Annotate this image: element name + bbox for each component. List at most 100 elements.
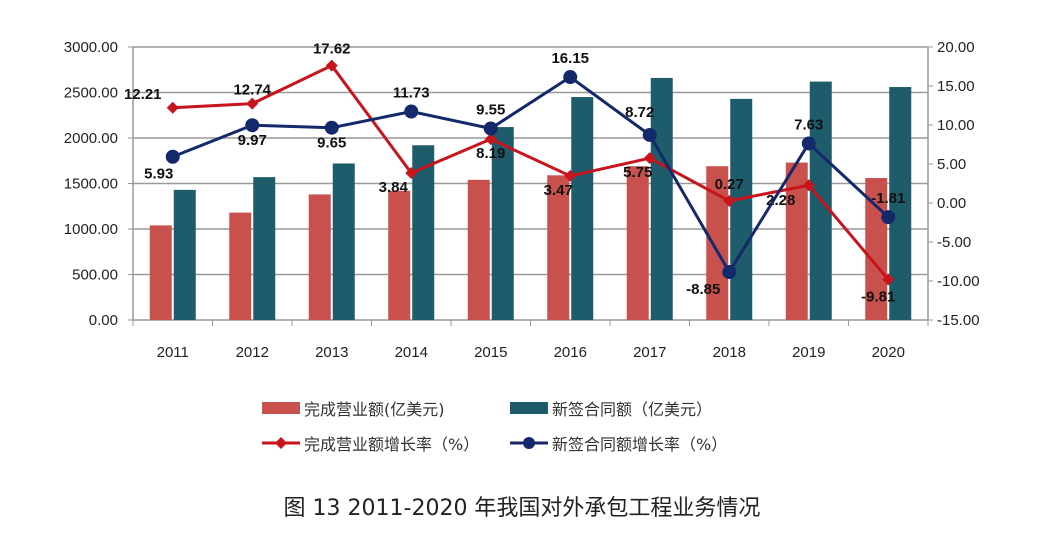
right-axis-label: 10.00 xyxy=(937,117,975,134)
bar-contracts xyxy=(571,97,594,320)
data-label: 3.47 xyxy=(544,182,573,199)
data-label: 5.93 xyxy=(144,166,173,183)
x-axis-label: 2011 xyxy=(157,344,189,361)
data-point xyxy=(564,169,577,182)
data-point xyxy=(484,133,497,146)
bar-contracts xyxy=(730,98,753,321)
right-axis-label: 5.00 xyxy=(937,156,966,173)
data-label: 0.27 xyxy=(715,176,744,193)
data-label: 17.62 xyxy=(313,41,351,58)
bar-revenue xyxy=(785,162,808,320)
x-axis-label: 2012 xyxy=(236,344,269,361)
data-point xyxy=(404,104,419,119)
right-axis-label: 15.00 xyxy=(937,78,975,95)
data-label: 16.15 xyxy=(551,50,589,67)
legend-item-revenue-growth: 完成营业额增长率（%） xyxy=(262,431,479,455)
right-axis-label: -15.00 xyxy=(937,312,980,329)
data-label: 5.75 xyxy=(623,164,652,181)
legend-swatch-revenue xyxy=(262,402,300,414)
bar-revenue xyxy=(308,194,331,320)
x-axis-label: 2016 xyxy=(554,344,587,361)
data-point xyxy=(246,97,259,110)
bar-revenue xyxy=(229,212,252,320)
data-point xyxy=(643,152,656,165)
data-point xyxy=(882,273,895,286)
data-label: 8.19 xyxy=(476,145,505,162)
x-axis-label: 2015 xyxy=(474,344,507,361)
left-axis-label: 2000.00 xyxy=(64,130,118,147)
bar-contracts xyxy=(491,127,514,320)
chart: 0.00 500.00 1000.00 1500.00 2000.00 2500.00 30… xyxy=(64,39,980,361)
legend-item-contracts: 新签合同额（亿美元） xyxy=(510,396,712,420)
left-axis-label: 0.00 xyxy=(89,312,118,329)
left-axis-label: 500.00 xyxy=(72,267,118,284)
data-label: 3.84 xyxy=(379,179,409,196)
data-point xyxy=(723,194,736,207)
bar-contracts xyxy=(412,145,435,320)
data-point xyxy=(405,167,418,180)
data-label: -1.81 xyxy=(871,190,905,207)
data-label: 9.55 xyxy=(476,102,505,119)
data-point xyxy=(722,265,737,280)
legend-label: 新签合同额增长率（%） xyxy=(552,435,728,454)
data-point xyxy=(642,127,657,142)
right-axis-label: -5.00 xyxy=(937,234,971,251)
legend-item-revenue: 完成营业额(亿美元) xyxy=(262,396,445,420)
legend-label: 完成营业额(亿美元) xyxy=(304,400,445,419)
bar-contracts xyxy=(173,189,196,320)
left-axis-label: 1500.00 xyxy=(64,176,118,193)
bar-contracts xyxy=(332,163,355,320)
x-axis-label: 2018 xyxy=(713,344,746,361)
bar-revenue xyxy=(706,166,729,320)
data-point xyxy=(325,59,338,72)
data-point xyxy=(801,136,816,151)
data-point xyxy=(166,101,179,114)
bar-revenue xyxy=(547,175,570,320)
data-point xyxy=(483,121,498,136)
right-axis-label: -10.00 xyxy=(937,273,980,290)
bar-revenue xyxy=(865,178,888,320)
data-label: 9.97 xyxy=(238,132,267,149)
data-point xyxy=(245,118,260,133)
x-axis-label: 2019 xyxy=(792,344,825,361)
data-point xyxy=(881,210,896,225)
bar-revenue xyxy=(388,190,411,320)
bar-revenue xyxy=(149,225,172,320)
figure-caption: 图 13 2011-2020 年我国对外承包工程业务情况 xyxy=(283,496,761,521)
legend-item-contract-growth: 新签合同额增长率（%） xyxy=(510,431,727,455)
x-axis-label: 2020 xyxy=(872,344,905,361)
legend-label: 新签合同额（亿美元） xyxy=(552,400,713,419)
data-label: 2.28 xyxy=(766,192,795,209)
right-axis-label: 0.00 xyxy=(937,195,966,212)
data-label: 7.63 xyxy=(794,116,823,133)
right-axis-label: 20.00 xyxy=(937,39,975,56)
bar-contracts xyxy=(889,87,912,320)
line-contract-growth xyxy=(172,75,890,275)
data-label: -9.81 xyxy=(861,289,895,306)
data-label: 9.65 xyxy=(317,135,346,152)
data-label: 12.21 xyxy=(124,86,162,103)
bar-contracts xyxy=(253,177,276,320)
diamond-marker-icon xyxy=(262,437,300,449)
x-axis-label: 2013 xyxy=(315,344,348,361)
left-axis-label: 1000.00 xyxy=(64,221,118,238)
bar-contracts xyxy=(650,77,673,320)
data-label: -8.85 xyxy=(686,281,720,298)
legend-label: 完成营业额增长率（%） xyxy=(304,435,480,454)
bar-revenue xyxy=(626,166,649,320)
data-label: 8.72 xyxy=(625,104,654,121)
bar-revenue xyxy=(467,179,490,320)
data-label: 12.74 xyxy=(233,82,271,99)
data-point xyxy=(802,179,815,192)
legend-swatch-contracts xyxy=(510,402,548,414)
x-axis-label: 2014 xyxy=(395,344,428,361)
left-axis-label: 2500.00 xyxy=(64,85,118,102)
x-axis-label: 2017 xyxy=(633,344,666,361)
data-point xyxy=(324,120,339,135)
data-point xyxy=(165,149,180,164)
left-axis-label: 3000.00 xyxy=(64,39,118,56)
line-revenue-growth xyxy=(172,63,890,281)
circle-marker-icon xyxy=(510,437,548,449)
data-label: 11.73 xyxy=(393,85,430,102)
data-point xyxy=(563,70,578,85)
